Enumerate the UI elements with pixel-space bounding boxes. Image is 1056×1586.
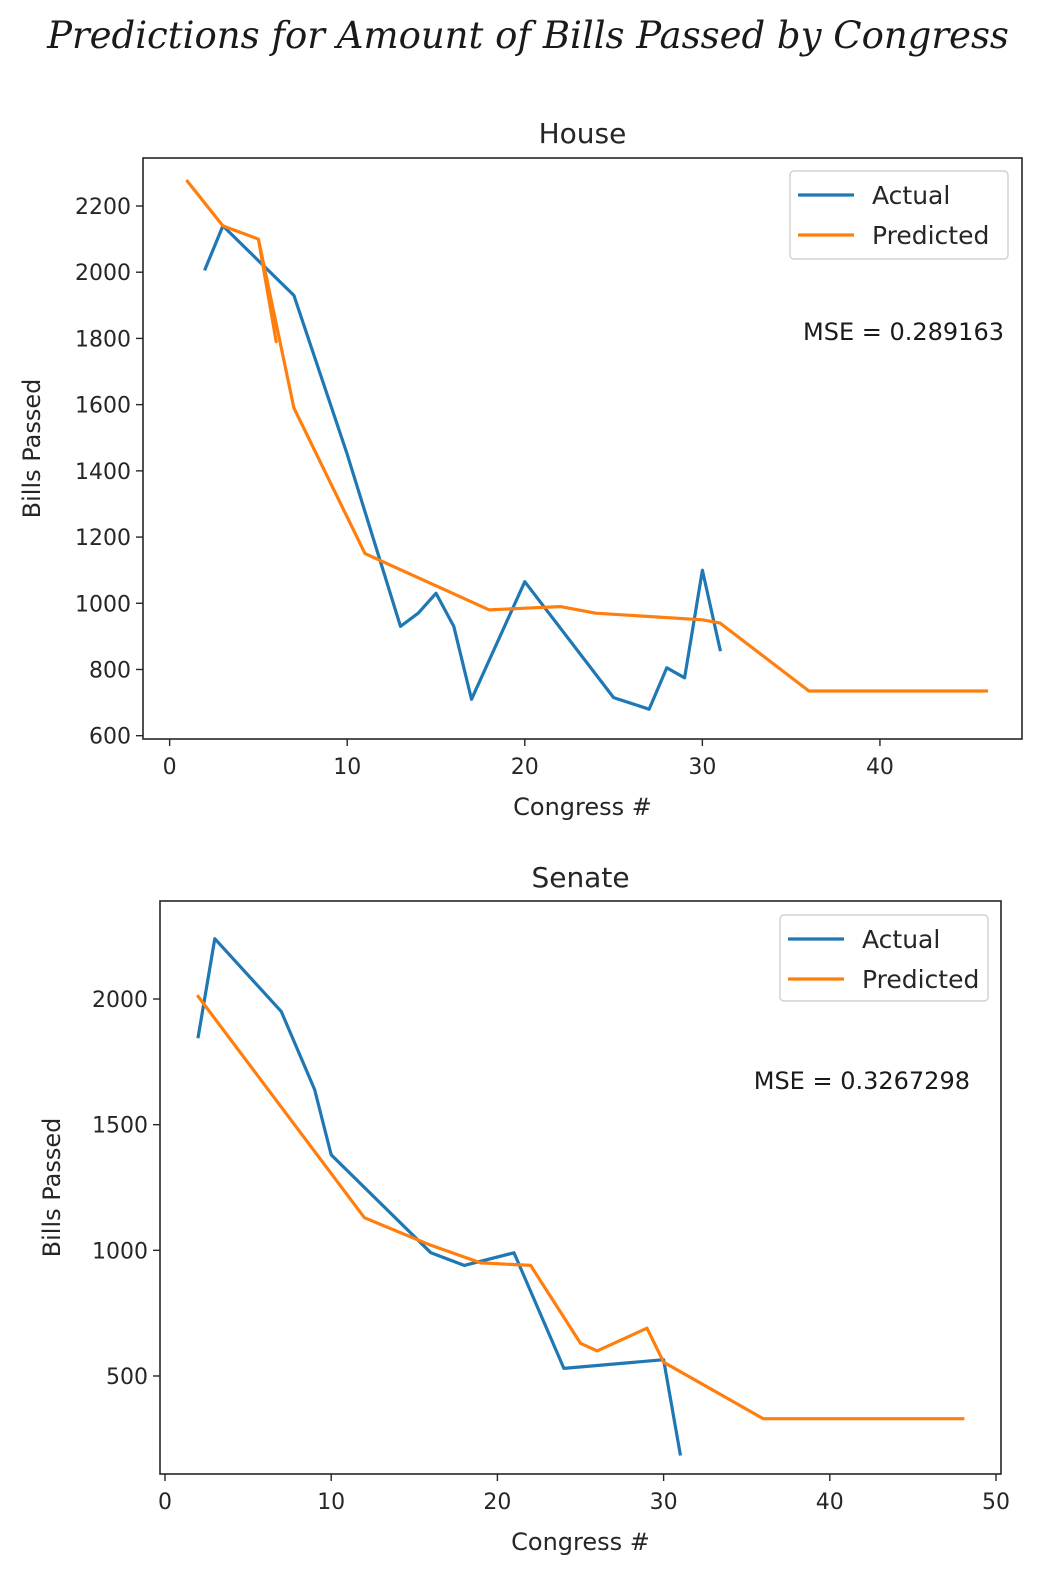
- house-y-tick-label: 2200: [75, 195, 131, 220]
- house-legend-label-actual: Actual: [872, 181, 950, 210]
- senate-y-tick-label: 1000: [92, 1239, 148, 1264]
- senate-mse-annotation: MSE = 0.3267298: [754, 1067, 970, 1095]
- house-y-tick-label: 1000: [75, 592, 131, 617]
- house-plot-title: House: [539, 117, 627, 150]
- senate-x-tick-label: 20: [483, 1490, 511, 1515]
- senate-y-tick-label: 1500: [92, 1114, 148, 1139]
- senate-series-actual-line: [196, 937, 683, 1456]
- house-y-tick-label: 1800: [75, 327, 131, 352]
- house-x-tick-label: 40: [866, 755, 894, 780]
- senate-plot-title: Senate: [531, 861, 629, 894]
- page-title: Predictions for Amount of Bills Passed b…: [47, 14, 1009, 57]
- senate-x-axis-label: Congress #: [511, 1528, 650, 1556]
- house-y-tick-label: 800: [89, 658, 131, 683]
- house-y-axis-label: Bills Passed: [18, 379, 46, 519]
- house-plot-frame: [142, 157, 1023, 740]
- house-mse-annotation: MSE = 0.289163: [803, 318, 1004, 346]
- senate-chart: Senate 0 10 20 30 40 50 500 1000 1500 2000 Congress…: [38, 861, 1010, 1556]
- senate-legend: Actual Predicted: [779, 914, 989, 1002]
- senate-x-tick-label: 50: [982, 1490, 1010, 1515]
- senate-x-tick-label: 40: [816, 1490, 844, 1515]
- house-series-actual-line: [203, 224, 723, 711]
- house-legend: Actual Predicted: [789, 170, 1009, 260]
- senate-x-tick-label: 30: [650, 1490, 678, 1515]
- house-x-tick-label: 10: [333, 755, 361, 780]
- house-y-tick-label: 1400: [75, 460, 131, 485]
- senate-plot-frame: [159, 900, 1002, 1475]
- house-x-tick-label: 30: [688, 755, 716, 780]
- house-y-tick-label: 2000: [75, 261, 131, 286]
- house-legend-label-predicted: Predicted: [872, 221, 989, 250]
- senate-series-predicted-line: [195, 994, 965, 1421]
- house-y-tick-label: 1200: [75, 526, 131, 551]
- house-x-axis-label: Congress #: [513, 793, 652, 821]
- senate-y-axis-label: Bills Passed: [38, 1118, 66, 1258]
- senate-legend-label-actual: Actual: [862, 925, 940, 954]
- house-legend-box: [789, 170, 1009, 260]
- senate-x-tick-label: 10: [317, 1490, 345, 1515]
- house-x-tick-label: 0: [163, 755, 177, 780]
- senate-y-tick-label: 500: [106, 1365, 148, 1390]
- house-series-predicted-line: [185, 178, 989, 693]
- senate-legend-label-predicted: Predicted: [862, 965, 979, 994]
- house-chart: House 0 10 20 30 40 600 800 1000 1200 1400 1600 1800…: [18, 117, 1023, 821]
- house-x-tick-label: 20: [511, 755, 539, 780]
- senate-x-tick-label: 0: [158, 1490, 172, 1515]
- house-y-tick-label: 1600: [75, 394, 131, 419]
- house-y-tick-label: 600: [89, 725, 131, 750]
- senate-y-tick-label: 2000: [92, 988, 148, 1013]
